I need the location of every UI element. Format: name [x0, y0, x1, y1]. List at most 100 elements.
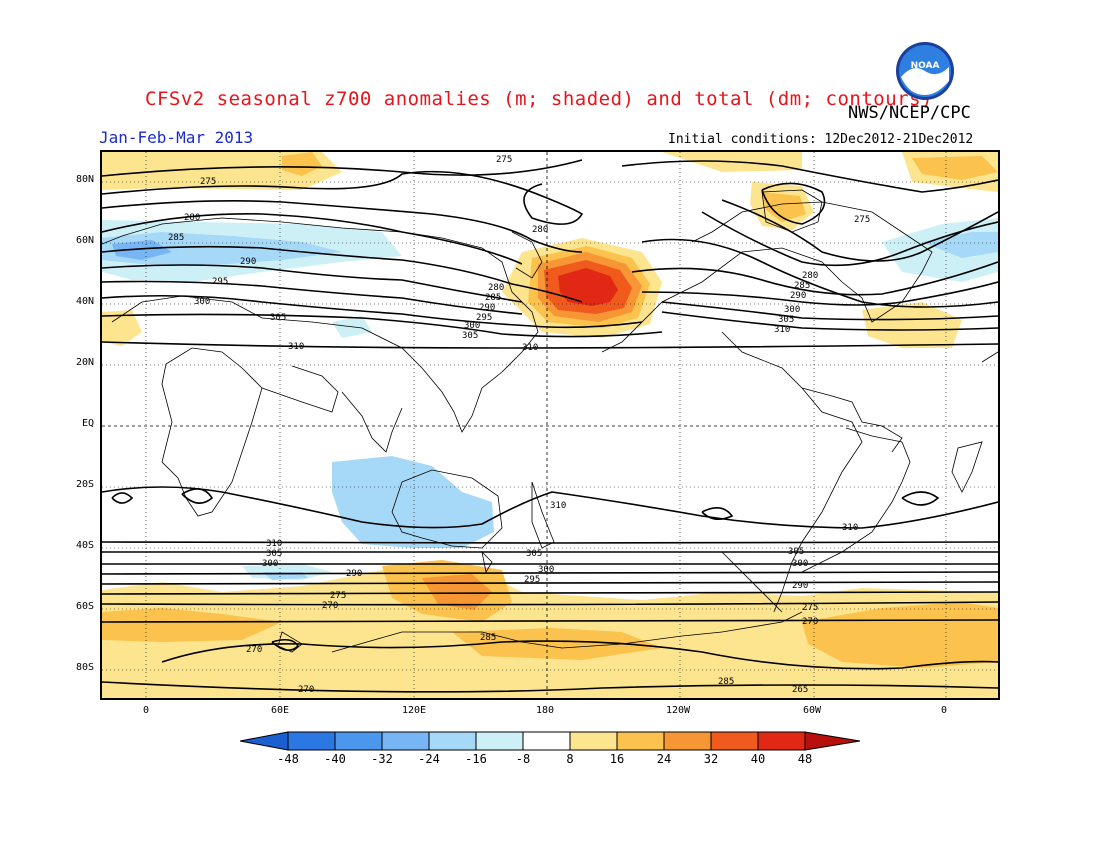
lat-label: 40N: [75, 296, 94, 307]
contour-label: 270: [246, 645, 262, 655]
colorbar-tick: -32: [371, 752, 393, 766]
colorbar-tick: -40: [324, 752, 346, 766]
lat-label: 60N: [75, 235, 94, 246]
colorbar-tick: -24: [418, 752, 440, 766]
colorbar-tick: 40: [750, 752, 766, 766]
contour-label: 275: [802, 603, 818, 613]
contour-label: 300: [194, 297, 210, 307]
colorbar-cell: [804, 731, 861, 751]
season-label: Jan-Feb-Mar 2013: [99, 128, 254, 147]
contour-label: 300: [538, 565, 554, 575]
contour-label: 305: [788, 547, 804, 557]
contour-label: 275: [330, 591, 346, 601]
map-svg: 275 275 275 280 280 280 280 285 285 285 …: [102, 152, 998, 698]
contour-label: 305: [462, 331, 478, 341]
contour-label: 290: [240, 257, 256, 267]
colorbar-tick: -8: [515, 752, 531, 766]
lon-label: 120E: [401, 705, 427, 716]
colorbar-cell: [287, 731, 336, 751]
lon-label: 180: [535, 705, 555, 716]
colorbar: [240, 731, 861, 751]
contour-label: 290: [479, 303, 495, 313]
lat-label: EQ: [81, 418, 94, 429]
lat-label: 60S: [75, 601, 94, 612]
contour-label: 275: [854, 215, 870, 225]
colorbar-cell: [240, 731, 289, 751]
contour-label: 270: [298, 685, 314, 695]
contour-label: 280: [532, 225, 548, 235]
colorbar-cell: [569, 731, 618, 751]
lon-label: 0: [142, 705, 150, 716]
contour-label: 290: [790, 291, 806, 301]
contour-label: 285: [168, 233, 184, 243]
contour-label: 285: [718, 677, 734, 687]
contour-label: 300: [792, 559, 808, 569]
contour-label: 300: [784, 305, 800, 315]
contour-label: 300: [262, 559, 278, 569]
colorbar-tick: -16: [465, 752, 487, 766]
lat-label: 20S: [75, 479, 94, 490]
contour-label: 295: [524, 575, 540, 585]
coastlines: [102, 189, 998, 653]
colorbar-tick: -48: [277, 752, 299, 766]
contour-label: 290: [346, 569, 362, 579]
colorbar-cell: [757, 731, 806, 751]
contour-label: 275: [496, 155, 512, 165]
contour-label: 275: [200, 177, 216, 187]
height-contours: [102, 159, 998, 693]
colorbar-cell: [428, 731, 477, 751]
agency-label: NWS/NCEP/CPC: [848, 103, 971, 123]
contour-label: 280: [488, 283, 504, 293]
lon-label: 60E: [270, 705, 290, 716]
contour-label: 295: [476, 313, 492, 323]
lat-label: 20N: [75, 357, 94, 368]
lat-label: 40S: [75, 540, 94, 551]
logo-text: NOAA: [911, 61, 940, 71]
contour-label: 310: [842, 523, 858, 533]
colorbar-cell: [334, 731, 383, 751]
anomaly-map: 275 275 275 280 280 280 280 285 285 285 …: [100, 150, 1000, 700]
colorbar-tick: 32: [703, 752, 719, 766]
colorbar-tick: 8: [566, 752, 574, 766]
colorbar-cell: [381, 731, 430, 751]
equator-dateline: [102, 152, 998, 698]
colorbar-tick: 16: [609, 752, 625, 766]
contour-label: 285: [480, 633, 496, 643]
noaa-logo-icon: NOAA: [896, 42, 954, 100]
contour-label: 310: [550, 501, 566, 511]
colorbar-cell: [710, 731, 759, 751]
contour-label: 305: [270, 313, 286, 323]
contour-label: 270: [802, 617, 818, 627]
contour-label: 265: [792, 685, 808, 695]
colorbar-cell: [522, 731, 571, 751]
lon-label: 120W: [665, 705, 691, 716]
contour-label: 310: [774, 325, 790, 335]
graticule: [102, 152, 998, 698]
contour-label: 290: [792, 581, 808, 591]
contour-label: 310: [288, 342, 304, 352]
lon-label: 60W: [802, 705, 822, 716]
colorbar-tick: 48: [797, 752, 813, 766]
lat-label: 80S: [75, 662, 94, 673]
contour-label: 310: [266, 539, 282, 549]
colorbar-cell: [663, 731, 712, 751]
contour-label: 305: [778, 315, 794, 325]
map-title: CFSv2 seasonal z700 anomalies (m; shaded…: [145, 88, 933, 110]
contour-label: 285: [485, 293, 501, 303]
contour-label: 280: [184, 213, 200, 223]
contour-label: 285: [794, 281, 810, 291]
colorbar-cell: [616, 731, 665, 751]
colorbar-tick: 24: [656, 752, 672, 766]
contour-label: 280: [802, 271, 818, 281]
contour-label: 270: [322, 601, 338, 611]
colorbar-cell: [475, 731, 524, 751]
lon-label: 0: [940, 705, 948, 716]
lat-label: 80N: [75, 174, 94, 185]
contour-label: 310: [522, 343, 538, 353]
contour-label: 295: [212, 277, 228, 287]
negative-anomaly-shading: [102, 218, 998, 580]
contour-labels: 275 275 275 280 280 280 280 285 285 285 …: [168, 155, 870, 695]
contour-label: 305: [526, 549, 542, 559]
contour-label: 305: [266, 549, 282, 559]
initial-conditions-label: Initial conditions: 12Dec2012-21Dec2012: [668, 132, 974, 147]
